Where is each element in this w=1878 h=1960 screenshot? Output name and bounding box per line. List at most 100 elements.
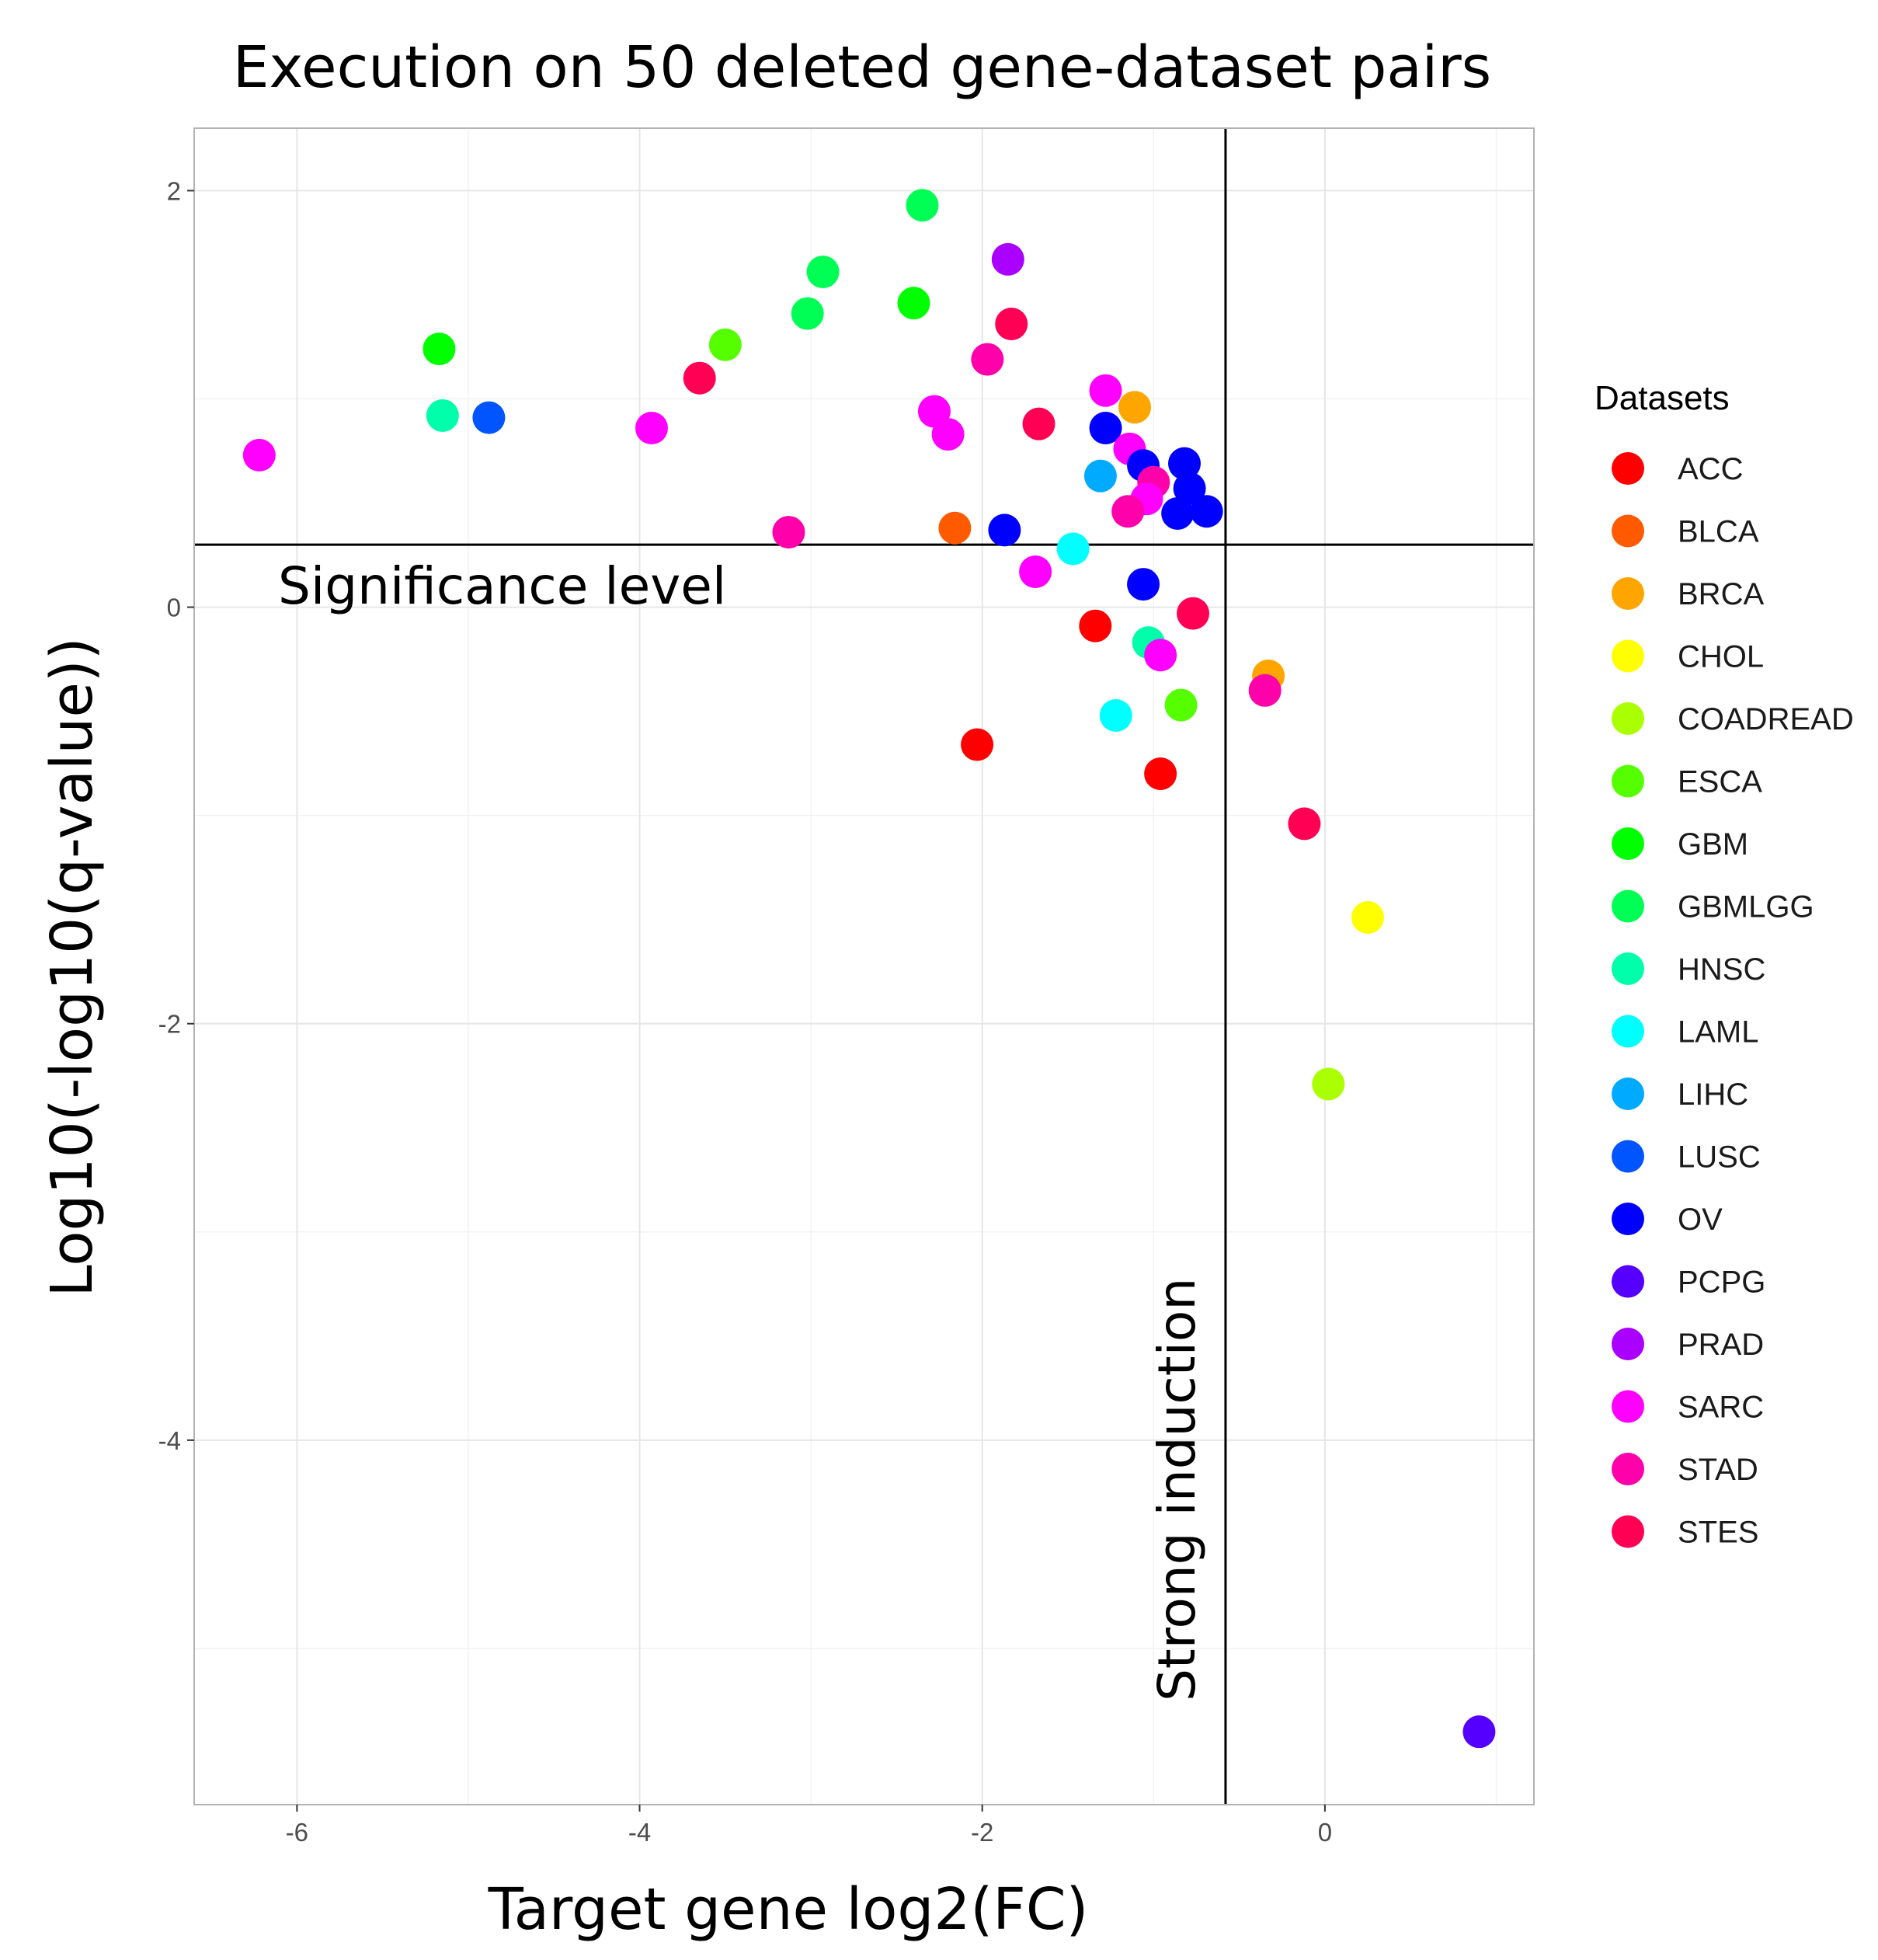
legend-marker-gbm (1612, 827, 1644, 860)
point-sarc (1019, 555, 1052, 588)
legend-label-sarc: SARC (1678, 1391, 1764, 1425)
legend-marker-acc (1612, 452, 1644, 485)
point-stes (683, 361, 716, 395)
x-tick-label: -2 (971, 1818, 993, 1847)
point-stes (1288, 807, 1321, 841)
point-blca (938, 511, 972, 545)
legend-marker-blca (1612, 514, 1644, 548)
legend-title: Datasets (1595, 379, 1730, 417)
minor-gridlines (194, 128, 1534, 1805)
y-axis-title: Log10(-log10(q-value)) (39, 637, 106, 1297)
x-tick-label: -4 (628, 1818, 651, 1847)
point-sarc (1144, 639, 1177, 672)
legend: Datasets ACC BLCA BRCA CHOL COADREAD ESCA GBM G… (1595, 379, 1854, 1550)
point-pcpg (1462, 1715, 1496, 1749)
legend-marker-lusc (1612, 1140, 1644, 1173)
point-lihc (1083, 459, 1117, 493)
point-ov (1089, 412, 1122, 445)
point-sarc (931, 418, 965, 451)
point-laml (1099, 698, 1132, 732)
legend-label-coadread: COADREAD (1678, 702, 1854, 736)
data-points (242, 189, 1496, 1749)
legend-label-ov: OV (1678, 1203, 1723, 1237)
point-ov (1127, 568, 1160, 601)
major-gridlines (194, 128, 1534, 1805)
legend-marker-prad (1612, 1328, 1644, 1360)
point-ov (1173, 472, 1206, 505)
legend-label-brca: BRCA (1678, 577, 1764, 611)
point-ov (1168, 447, 1201, 480)
legend-label-blca: BLCA (1678, 515, 1759, 549)
point-stes (1022, 407, 1056, 440)
legend-marker-coadread (1612, 702, 1644, 735)
point-lusc (472, 401, 506, 434)
point-hnsc (426, 399, 459, 432)
point-gbmlgg (806, 255, 840, 288)
point-ov (1161, 496, 1195, 530)
legend-marker-pcpg (1612, 1265, 1644, 1298)
point-acc (961, 728, 994, 761)
legend-marker-sarc (1612, 1390, 1644, 1423)
legend-label-lusc: LUSC (1678, 1140, 1761, 1175)
legend-marker-laml (1612, 1015, 1644, 1048)
induction-label: Strong induction (1147, 1278, 1207, 1701)
legend-marker-brca (1612, 577, 1644, 610)
legend-marker-esca (1612, 764, 1644, 798)
legend-label-gbmlgg: GBMLGG (1678, 890, 1814, 924)
plot-border (193, 127, 1535, 1805)
legend-items: ACC BLCA BRCA CHOL COADREAD ESCA GBM GBMLGG HNSC… (1612, 452, 1854, 1550)
legend-marker-stad (1612, 1453, 1644, 1485)
legend-marker-chol (1612, 639, 1644, 673)
legend-label-stad: STAD (1678, 1453, 1758, 1487)
point-laml (1056, 532, 1090, 566)
x-tick-label: -6 (286, 1818, 308, 1847)
point-coadread (1312, 1067, 1345, 1101)
x-tick-label: 0 (1318, 1818, 1332, 1847)
legend-label-gbm: GBM (1678, 827, 1748, 862)
point-stad (772, 516, 805, 549)
point-stes (995, 307, 1028, 340)
point-brca (1118, 391, 1152, 424)
legend-label-chol: CHOL (1678, 640, 1764, 674)
point-gbm (423, 332, 456, 366)
point-esca (1164, 688, 1198, 722)
point-gbmlgg (791, 297, 824, 330)
y-tick-label: -4 (158, 1426, 181, 1455)
legend-label-acc: ACC (1678, 452, 1743, 486)
point-stes (1177, 597, 1210, 630)
chart-title: Execution on 50 deleted gene-dataset pai… (233, 34, 1491, 101)
point-gbm (897, 287, 930, 320)
point-chol (1351, 901, 1385, 935)
legend-label-prad: PRAD (1678, 1328, 1764, 1362)
legend-marker-hnsc (1612, 952, 1644, 985)
legend-label-hnsc: HNSC (1678, 952, 1765, 987)
y-axis-ticks: 2 0 -2 -4 (158, 176, 194, 1455)
point-sarc (242, 438, 276, 472)
plot-panel (194, 128, 1534, 1805)
point-stad (1111, 495, 1145, 528)
legend-marker-ov (1612, 1203, 1644, 1235)
legend-marker-gbmlgg (1612, 889, 1644, 923)
point-sarc (1089, 374, 1122, 407)
legend-label-esca: ESCA (1678, 765, 1762, 799)
significance-label: Significance level (278, 556, 726, 616)
x-axis-title: Target gene log2(FC) (488, 1876, 1089, 1943)
legend-marker-lihc (1612, 1077, 1644, 1110)
point-stad (971, 343, 1004, 376)
legend-label-pcpg: PCPG (1678, 1265, 1765, 1300)
x-axis-ticks: -6 -4 -2 0 (286, 1805, 1332, 1847)
y-tick-label: 0 (167, 594, 181, 622)
legend-marker-stes (1612, 1515, 1644, 1548)
reference-lines (194, 128, 1534, 1805)
point-ov (988, 513, 1021, 547)
point-esca (708, 328, 742, 361)
point-ov (1190, 495, 1223, 528)
point-acc (1144, 757, 1177, 791)
point-gbmlgg (906, 189, 939, 222)
point-prad (991, 242, 1024, 276)
legend-label-laml: LAML (1678, 1015, 1759, 1050)
point-stad (1248, 674, 1282, 707)
legend-label-lihc: LIHC (1678, 1077, 1748, 1112)
y-tick-label: -2 (158, 1010, 181, 1039)
